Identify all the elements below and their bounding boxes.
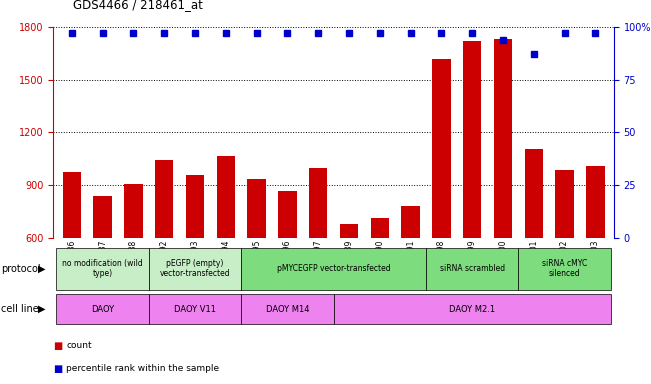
Bar — [402, 207, 420, 344]
Bar — [94, 196, 112, 344]
Text: cell line: cell line — [1, 304, 38, 314]
Bar — [217, 156, 235, 344]
Bar — [333, 294, 611, 324]
Text: siRNA scrambled: siRNA scrambled — [439, 264, 505, 273]
Bar — [493, 39, 512, 344]
Bar — [186, 175, 204, 344]
Text: count: count — [66, 341, 92, 350]
Bar — [463, 41, 482, 344]
Bar — [242, 248, 426, 290]
Bar — [149, 294, 242, 324]
Text: DAOY M14: DAOY M14 — [266, 305, 309, 314]
Text: DAOY M2.1: DAOY M2.1 — [449, 305, 495, 314]
Text: pMYCEGFP vector-transfected: pMYCEGFP vector-transfected — [277, 264, 391, 273]
Bar — [518, 248, 611, 290]
Bar — [155, 160, 173, 344]
Text: GDS4466 / 218461_at: GDS4466 / 218461_at — [73, 0, 203, 12]
Bar — [370, 218, 389, 344]
Text: pEGFP (empty)
vector-transfected: pEGFP (empty) vector-transfected — [159, 259, 230, 278]
Bar — [124, 184, 143, 344]
Bar — [555, 170, 574, 344]
Text: ■: ■ — [53, 364, 62, 374]
Bar — [432, 58, 450, 344]
Bar — [278, 192, 297, 344]
Bar — [62, 172, 81, 344]
Text: no modification (wild
type): no modification (wild type) — [62, 259, 143, 278]
Bar — [340, 224, 358, 344]
Bar — [57, 294, 149, 324]
Bar — [309, 168, 327, 344]
Text: DAOY V11: DAOY V11 — [174, 305, 216, 314]
Bar — [247, 179, 266, 344]
Text: DAOY: DAOY — [91, 305, 114, 314]
Text: ▶: ▶ — [38, 304, 46, 314]
Text: protocol: protocol — [1, 264, 40, 274]
Bar — [586, 166, 605, 344]
Bar — [525, 149, 543, 344]
Text: siRNA cMYC
silenced: siRNA cMYC silenced — [542, 259, 587, 278]
Bar — [426, 248, 518, 290]
Bar — [57, 248, 149, 290]
Bar — [149, 248, 242, 290]
Text: ▶: ▶ — [38, 264, 46, 274]
Text: percentile rank within the sample: percentile rank within the sample — [66, 364, 219, 373]
Text: ■: ■ — [53, 341, 62, 351]
Bar — [242, 294, 333, 324]
